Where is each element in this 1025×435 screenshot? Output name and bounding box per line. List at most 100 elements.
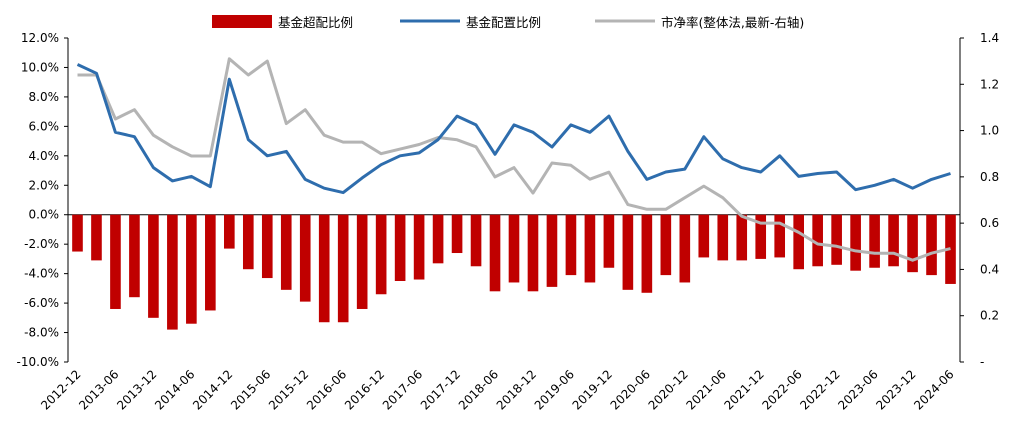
overweight-bar (850, 214, 861, 271)
x-axis-tick-label: 2016-06 (304, 367, 349, 412)
overweight-bar (186, 214, 197, 324)
overweight-bars (72, 214, 956, 330)
right-axis-tick-label: 1.0 (980, 124, 999, 138)
overweight-bar (888, 214, 899, 267)
overweight-bar (679, 214, 691, 283)
legend-label-pb: 市净率(整体法,最新-右轴) (661, 15, 804, 30)
overweight-bar (736, 214, 748, 261)
overweight-bar (394, 214, 406, 281)
left-axis-tick-label: 2.0% (29, 178, 60, 192)
x-axis-tick-label: 2015-06 (228, 367, 273, 412)
x-axis-tick-label: 2021-12 (721, 367, 766, 412)
left-axis-tick-label: 10.0% (21, 60, 59, 74)
overweight-bar (660, 214, 672, 276)
overweight-bar (91, 214, 102, 261)
overweight-bar (527, 214, 539, 292)
left-axis-tick-label: -2.0% (24, 237, 59, 251)
x-axis-tick-label: 2022-06 (759, 367, 804, 412)
legend: 基金超配比例 基金配置比例 市净率(整体法,最新-右轴) (212, 15, 804, 30)
allocation-ratio-line (76, 63, 951, 195)
overweight-bar (565, 214, 577, 276)
overweight-bar (698, 214, 710, 258)
overweight-bar (508, 214, 520, 283)
overweight-bar (869, 214, 880, 268)
x-axis-tick-label: 2013-12 (114, 367, 159, 412)
legend-label-overweight: 基金超配比例 (278, 15, 353, 30)
overweight-bar (299, 214, 311, 302)
overweight-bar (356, 214, 368, 309)
x-axis-tick-label: 2024-06 (911, 367, 956, 412)
x-axis-tick-label: 2021-06 (684, 367, 729, 412)
overweight-bar (318, 214, 330, 323)
x-axis-tick-label: 2019-12 (570, 367, 615, 412)
left-axis-tick-label: 12.0% (21, 31, 59, 45)
x-axis-tick-label: 2022-12 (797, 367, 842, 412)
overweight-bar (774, 214, 786, 258)
overweight-bar (337, 214, 349, 323)
overweight-bar (432, 214, 444, 264)
x-axis-tick-label: 2020-06 (608, 367, 653, 412)
x-axis-tick-label: 2018-12 (494, 367, 539, 412)
overweight-bar (755, 214, 767, 259)
left-axis-tick-label: -8.0% (24, 326, 59, 340)
overweight-bar (451, 214, 463, 254)
x-axis-tick-label: 2018-06 (456, 367, 501, 412)
overweight-bar (470, 214, 482, 267)
x-axis-tick-label: 2013-06 (76, 367, 121, 412)
overweight-bar (205, 214, 216, 311)
overweight-bar (224, 214, 235, 249)
overweight-bar (641, 214, 653, 293)
left-axis-tick-label: -6.0% (24, 296, 59, 310)
overweight-bar (793, 214, 804, 270)
overweight-bar (489, 214, 501, 292)
overweight-bar (584, 214, 596, 283)
overweight-bar (148, 214, 159, 318)
left-axis-tick-label: -10.0% (17, 355, 59, 369)
left-axis-tick-label: 8.0% (29, 90, 60, 104)
overweight-bar (717, 214, 729, 261)
right-axis-tick-label: 1.2 (980, 77, 999, 91)
overweight-bar (167, 214, 178, 330)
overweight-bar (242, 214, 254, 270)
legend-label-allocation: 基金配置比例 (466, 15, 541, 30)
x-axis-tick-label: 2016-12 (342, 367, 387, 412)
right-axis-tick-label: 0.8 (980, 170, 999, 184)
x-axis-tick-label: 2017-06 (380, 367, 425, 412)
overweight-bar (261, 214, 273, 279)
overweight-bar (110, 214, 121, 309)
overweight-bar (831, 214, 842, 265)
x-axis-tick-label: 2020-12 (646, 367, 691, 412)
overweight-bar (280, 214, 292, 290)
overweight-bar (413, 214, 425, 280)
overweight-bar (375, 214, 387, 295)
left-axis-tick-label: 6.0% (29, 119, 60, 133)
left-axis-tick-label: 0.0% (29, 208, 60, 222)
x-axis-tick-label: 2015-12 (266, 367, 311, 412)
pb-ratio-line (77, 57, 951, 262)
legend-swatch-overweight (212, 15, 272, 28)
left-axis-tick-label: -4.0% (24, 267, 59, 281)
x-axis-tick-label: 2012-12 (38, 367, 83, 412)
right-axis-tick-label: 0.6 (980, 216, 999, 230)
x-axis-tick-label: 2014-12 (190, 367, 235, 412)
overweight-bar (603, 214, 615, 268)
right-axis-tick-label: 1.4 (980, 31, 999, 45)
overweight-bar (926, 214, 937, 276)
right-axis-tick-label: 0.4 (980, 262, 999, 276)
x-axis-tick-label: 2023-06 (835, 367, 880, 412)
overweight-bar (907, 214, 918, 273)
left-axis-tick-label: 4.0% (29, 149, 60, 163)
x-axis-tick-label: 2017-12 (418, 367, 463, 412)
overweight-bar (129, 214, 140, 298)
right-axis-tick-label: 0.2 (980, 309, 999, 323)
overweight-bar (72, 214, 83, 252)
axes (64, 37, 964, 363)
overweight-bar (546, 214, 558, 287)
x-axis-tick-label: 2019-06 (532, 367, 577, 412)
series-lines (76, 57, 951, 262)
overweight-bar (622, 214, 634, 290)
x-axis-tick-label: 2014-06 (152, 367, 197, 412)
overweight-bar (812, 214, 823, 267)
x-axis-tick-label: 2023-12 (873, 367, 918, 412)
